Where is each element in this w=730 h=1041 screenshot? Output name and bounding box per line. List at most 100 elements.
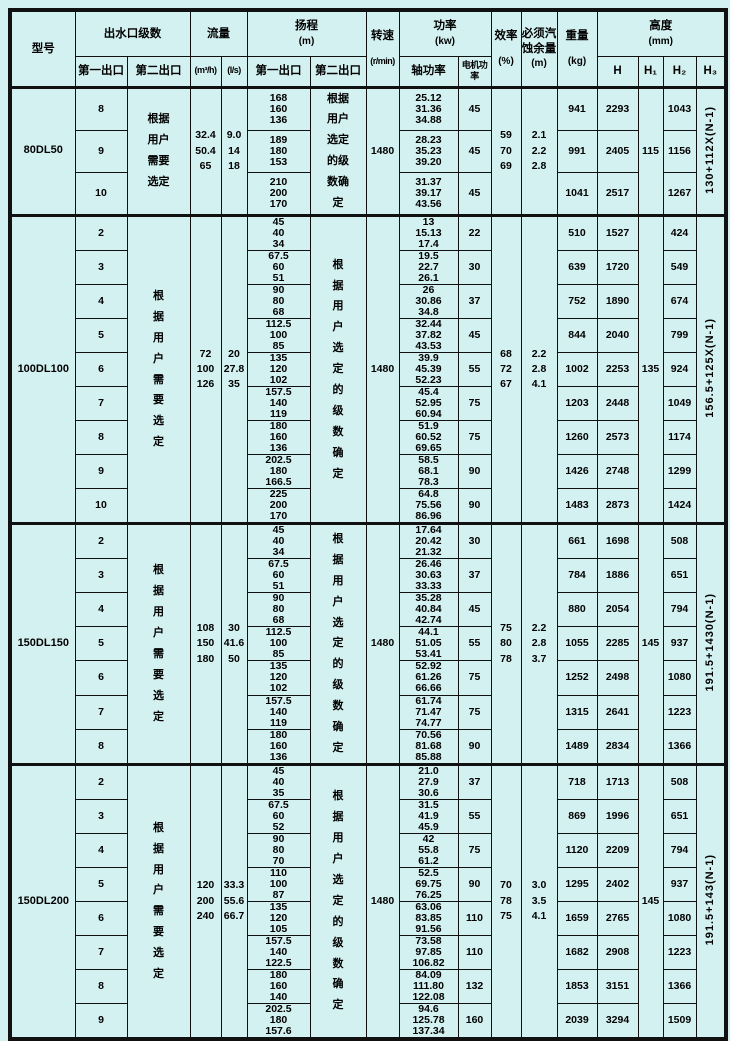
flow-m3h-cell: 120 200 240 [189, 762, 222, 1040]
weight-cell: 752 [556, 283, 598, 319]
height-h2-cell: 1299 [662, 454, 697, 490]
table-row: 9 202.5 180 166.5 58.5 68.1 78.3 90 1426 2748… [10, 454, 726, 490]
weight-cell: 1055 [556, 626, 598, 662]
height-h2-cell: 794 [662, 832, 697, 868]
motor-power-cell: 37 [457, 283, 492, 319]
stage-count-cell: 2 [74, 213, 128, 251]
weight-cell: 844 [556, 317, 598, 354]
header-motor-power: 电机功率 [457, 55, 492, 89]
head-outlet1-cell: 180 160 140 [246, 968, 311, 1004]
head-outlet1-cell: 90 80 68 [246, 283, 311, 319]
flow-m3h-cell: 72 100 126 [189, 213, 222, 525]
outlet2-note-cell: 根 据 用 户 需 要 选 定 [126, 762, 191, 1040]
header-efficiency-unit: (%) [498, 55, 514, 67]
flow-ls-cell: 20 27.8 35 [220, 213, 248, 525]
height-h-cell: 2498 [596, 660, 639, 696]
weight-cell: 1203 [556, 386, 598, 422]
weight-cell: 1260 [556, 420, 598, 456]
stage-count-cell: 3 [74, 249, 128, 285]
height-h2-cell: 1223 [662, 934, 697, 970]
header-efficiency-label: 效率 [494, 30, 518, 43]
motor-power-cell: 37 [457, 762, 492, 800]
height-h2-cell: 794 [662, 592, 697, 628]
shaft-power-cell: 94.6 125.78 137.34 [398, 1002, 459, 1040]
rotated-formula-text: 191.5+1430(N-1) [703, 593, 716, 692]
weight-cell: 880 [556, 592, 598, 628]
motor-power-cell: 55 [457, 798, 492, 834]
height-h3-formula-cell: 156.5+125X(N-1) [695, 213, 727, 525]
motor-power-cell: 110 [457, 900, 492, 936]
height-h3-formula-cell: 130+112X(N-1) [695, 85, 727, 216]
header-npsh-unit: (m) [531, 57, 547, 69]
header-speed: 转速 (r/min) [365, 9, 400, 88]
head-outlet1-cell: 67.5 60 51 [246, 558, 311, 594]
height-h-cell: 2573 [596, 420, 639, 456]
head-outlet1-cell: 110 100 87 [246, 866, 311, 902]
stage-count-cell: 9 [74, 129, 128, 173]
npsh-cell: 2.2 2.8 4.1 [520, 213, 558, 525]
weight-cell: 1295 [556, 866, 598, 902]
head-outlet1-cell: 67.5 60 51 [246, 249, 311, 285]
head-outlet1-cell: 90 80 70 [246, 832, 311, 868]
shaft-power-cell: 31.37 39.17 43.56 [398, 171, 459, 216]
height-h1-cell: 135 [637, 213, 664, 525]
head-outlet2-note-cell: 根 据 用 户 选 定 的 级 数 确 定 [309, 213, 367, 525]
motor-power-cell: 55 [457, 352, 492, 388]
stage-count-cell: 6 [74, 352, 128, 388]
flow-ls-cell: 30 41.6 50 [220, 522, 248, 765]
shaft-power-cell: 28.23 35.23 39.20 [398, 129, 459, 173]
head-outlet1-cell: 180 160 136 [246, 420, 311, 456]
motor-power-cell: 30 [457, 522, 492, 560]
shaft-power-cell: 45.4 52.95 60.94 [398, 386, 459, 422]
weight-cell: 1315 [556, 694, 598, 730]
weight-cell: 1002 [556, 352, 598, 388]
head-outlet2-note-cell: 根 据 用 户 选 定 的 级 数 确 定 [309, 522, 367, 765]
stage-count-cell: 9 [74, 1002, 128, 1040]
head-outlet1-cell: 157.5 140 122.5 [246, 934, 311, 970]
height-h-cell: 2641 [596, 694, 639, 730]
height-h-cell: 3151 [596, 968, 639, 1004]
header-head-group: 扬程 (m) [246, 9, 367, 57]
header-power-label: 功率 [433, 20, 457, 33]
height-h-cell: 2908 [596, 934, 639, 970]
height-h2-cell: 424 [662, 213, 697, 251]
header-flow-group: 流量 [189, 9, 248, 57]
header-row-1: 型号 出水口级数 流量 扬程 (m) 转速 (r/min) 功率 (kw) 效率 (%)… [9, 9, 727, 88]
weight-cell: 1489 [556, 728, 598, 765]
stage-count-cell: 5 [74, 317, 128, 354]
motor-power-cell: 90 [457, 866, 492, 902]
height-h2-cell: 1509 [662, 1002, 697, 1040]
height-h2-cell: 799 [662, 317, 697, 354]
height-h-cell: 2253 [596, 352, 639, 388]
stage-count-cell: 10 [74, 488, 128, 525]
height-h1-cell: 145 [637, 762, 664, 1040]
header-h1: H₁ [637, 55, 664, 89]
shaft-power-cell: 25.12 31.36 34.88 [398, 85, 459, 131]
speed-cell: 1480 [365, 213, 400, 525]
stage-count-cell: 8 [74, 420, 128, 456]
head-outlet1-cell: 45 40 35 [246, 762, 311, 800]
table-body: 80DL50 8 根据 用户 需要 选定 32.4 50.4 65 9.0 14 18 1… [9, 85, 727, 1040]
header-model: 型号 [9, 9, 76, 88]
shaft-power-cell: 26.46 30.63 33.33 [398, 558, 459, 594]
head-outlet1-cell: 135 120 102 [246, 660, 311, 696]
height-h-cell: 2448 [596, 386, 639, 422]
head-outlet2-note-cell: 根据 用户 选定 的级 数确 定 [309, 85, 367, 216]
weight-cell: 1659 [556, 900, 598, 936]
header-row-2: 第一出口 第二出口 (m³/h) (l/s) 第一出口 第二出口 轴功率 电机功… [10, 55, 727, 89]
motor-power-cell: 45 [457, 317, 492, 354]
height-h-cell: 3294 [596, 1002, 639, 1040]
header-shaft-power: 轴功率 [398, 55, 459, 89]
stage-count-cell: 8 [74, 85, 128, 131]
table-row: 8 180 160 136 70.56 81.68 85.88 90 1489 2834 1… [10, 728, 726, 765]
motor-power-cell: 45 [457, 85, 492, 131]
shaft-power-cell: 31.5 41.9 45.9 [398, 798, 459, 834]
stage-count-cell: 9 [74, 454, 128, 490]
height-h2-cell: 651 [662, 798, 697, 834]
shaft-power-cell: 63.06 83.85 91.56 [398, 900, 459, 936]
height-h-cell: 1996 [596, 798, 639, 834]
head-outlet1-cell: 225 200 170 [246, 488, 311, 525]
stage-count-cell: 6 [74, 900, 128, 936]
shaft-power-cell: 26 30.86 34.8 [398, 283, 459, 319]
weight-cell: 661 [556, 522, 598, 560]
